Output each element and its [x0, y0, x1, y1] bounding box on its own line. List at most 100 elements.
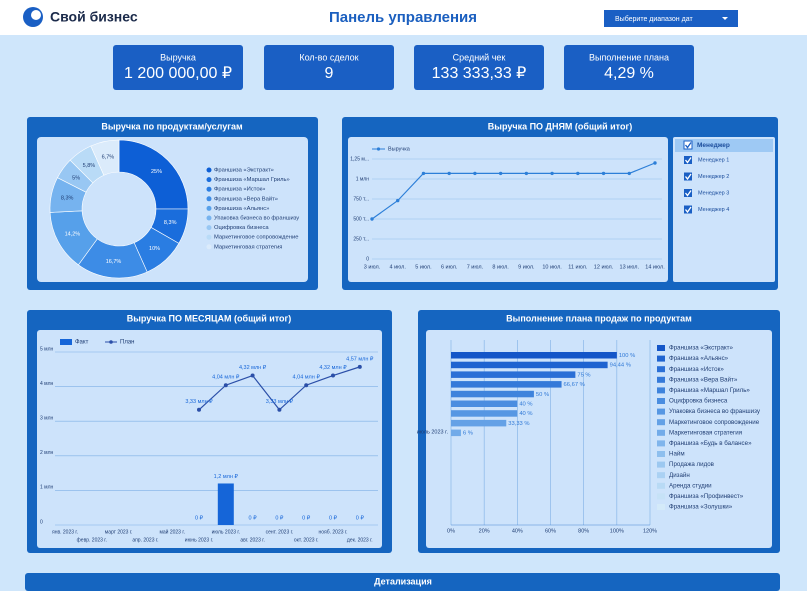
legend-label: Упаковка бизнеса во франшизу: [214, 216, 299, 222]
bar: [451, 400, 518, 407]
legend-swatch: [657, 482, 665, 489]
legend-label: Упаковка бизнеса во франшизу: [669, 408, 761, 415]
bar: [451, 371, 576, 378]
dropdown-caret[interactable]: [722, 17, 728, 20]
checkbox[interactable]: [684, 205, 692, 214]
filter-item[interactable]: Менеджер 4: [698, 207, 729, 213]
slice-label: 5,8%: [83, 163, 96, 169]
value-label: 4,32 млн ₽: [239, 364, 267, 371]
x-tick-label: 9 июл.: [518, 264, 535, 270]
x-tick-label: 60%: [545, 528, 556, 534]
checkmark: [684, 173, 692, 181]
legend-swatch: [657, 387, 665, 394]
panel-body: [37, 330, 382, 548]
legend-label: Франшиза «Экстракт»: [669, 345, 734, 352]
slice-label: 6,7%: [102, 155, 115, 161]
legend-label: Франшиза «Вера Вайт»: [669, 376, 738, 383]
kpi-value: 9: [325, 65, 334, 82]
x-tick-label: авг. 2023 г.: [240, 537, 265, 543]
y-tick-label: 250 т...: [353, 236, 369, 242]
x-tick-label: 5 июл.: [415, 264, 432, 270]
x-tick-label: 20%: [479, 528, 490, 534]
legend-label: Франшиза «Экстракт»: [214, 168, 274, 174]
slice-label: 14,2%: [65, 232, 81, 238]
y-tick-label: 500 т...: [353, 216, 369, 222]
legend-label: Франшиза «Золушки»: [669, 504, 733, 511]
legend-swatch: [657, 355, 665, 362]
legend-swatch: [657, 504, 665, 510]
legend-label: Франшиза «Исток»: [214, 187, 265, 193]
y-tick-label: 1,25 м...: [350, 156, 369, 162]
filter-box: [673, 137, 775, 282]
checkbox[interactable]: [684, 189, 692, 197]
legend-label: Выручка: [388, 146, 411, 152]
x-tick-label: окт. 2023 г.: [294, 537, 319, 543]
checkbox[interactable]: [684, 172, 692, 181]
slice-label: 16,7%: [106, 259, 122, 265]
legend-swatch: [657, 419, 665, 426]
y-tick-label: 1 млн: [40, 485, 54, 491]
legend-label: Франшиза «Будь в балансе»: [669, 440, 752, 447]
date-picker-label[interactable]: Выберите диапазон дат: [615, 15, 693, 23]
logo-icon-inner: [31, 10, 41, 20]
x-tick-label: 7 июл.: [467, 264, 484, 270]
legend-swatch: [657, 451, 665, 457]
legend-label: Оцифровка бизнеса: [214, 225, 269, 231]
legend-label: Франшиза «Вера Вайт»: [214, 195, 278, 202]
point: [223, 383, 228, 388]
value-label: 0 ₽: [249, 514, 258, 521]
checkbox[interactable]: [684, 156, 692, 164]
point: [277, 407, 282, 412]
x-tick-label: 11 июл.: [568, 264, 588, 270]
point: [601, 171, 606, 176]
filter-item[interactable]: Менеджер 1: [698, 157, 729, 163]
value-label: 33,33 %: [508, 421, 529, 427]
legend-swatch: [657, 440, 665, 447]
x-tick-label: март 2023 г.: [105, 529, 133, 535]
x-tick-label: дек. 2023 г.: [347, 537, 373, 543]
point: [331, 373, 335, 378]
legend-label: Аренда студии: [669, 482, 712, 489]
checkmark: [684, 157, 692, 164]
legend-label: Маркетинговая стратегия: [214, 244, 282, 250]
legend-label: Продажа лидов: [669, 461, 715, 468]
filter-title: Менеджер: [697, 142, 730, 149]
legend-swatch: [206, 196, 212, 202]
legend-swatch: [657, 345, 665, 351]
legend-label: Франшиза «Исток»: [669, 366, 724, 373]
legend-swatch: [657, 408, 665, 415]
y-tick-label: 0: [40, 519, 43, 525]
slice-label: 8,3%: [61, 195, 74, 201]
point: [447, 171, 451, 176]
point: [576, 171, 580, 176]
legend-label: Оцифровка бизнеса: [669, 398, 728, 405]
legend-label: Найм: [669, 451, 685, 458]
legend-swatch: [109, 340, 113, 344]
bar: [451, 419, 507, 427]
filter-item[interactable]: Менеджер 3: [698, 190, 729, 196]
legend-label: Маркетинговое сопровождение: [669, 419, 760, 426]
legend-swatch: [206, 244, 212, 250]
kpi-card: [414, 45, 544, 90]
legend-label: Франшиза «Альянс»: [669, 355, 729, 362]
value-label: 94,44 %: [610, 363, 631, 369]
checkbox[interactable]: [683, 140, 693, 150]
pie-slice: [90, 139, 120, 176]
bar: [451, 381, 562, 388]
legend-swatch: [657, 493, 665, 500]
bar: [451, 390, 534, 398]
point: [357, 364, 362, 369]
value-label: 6 %: [463, 431, 473, 437]
slice-label: 10%: [149, 246, 160, 252]
value-label: 1,2 млн ₽: [214, 473, 239, 480]
x-tick-label: 14 июл.: [645, 264, 665, 270]
chart-title: Выручка ПО МЕСЯЦАМ (общий итог): [127, 313, 292, 323]
x-tick-label: июнь 2023 г.: [185, 537, 213, 543]
filter-item[interactable]: Менеджер 2: [698, 174, 729, 180]
bar: [217, 483, 234, 525]
legend-label: Франшиза «Альянс»: [214, 206, 269, 212]
y-tick-label: 5 млн: [40, 346, 54, 352]
point: [396, 198, 400, 203]
date-picker[interactable]: [604, 10, 738, 27]
